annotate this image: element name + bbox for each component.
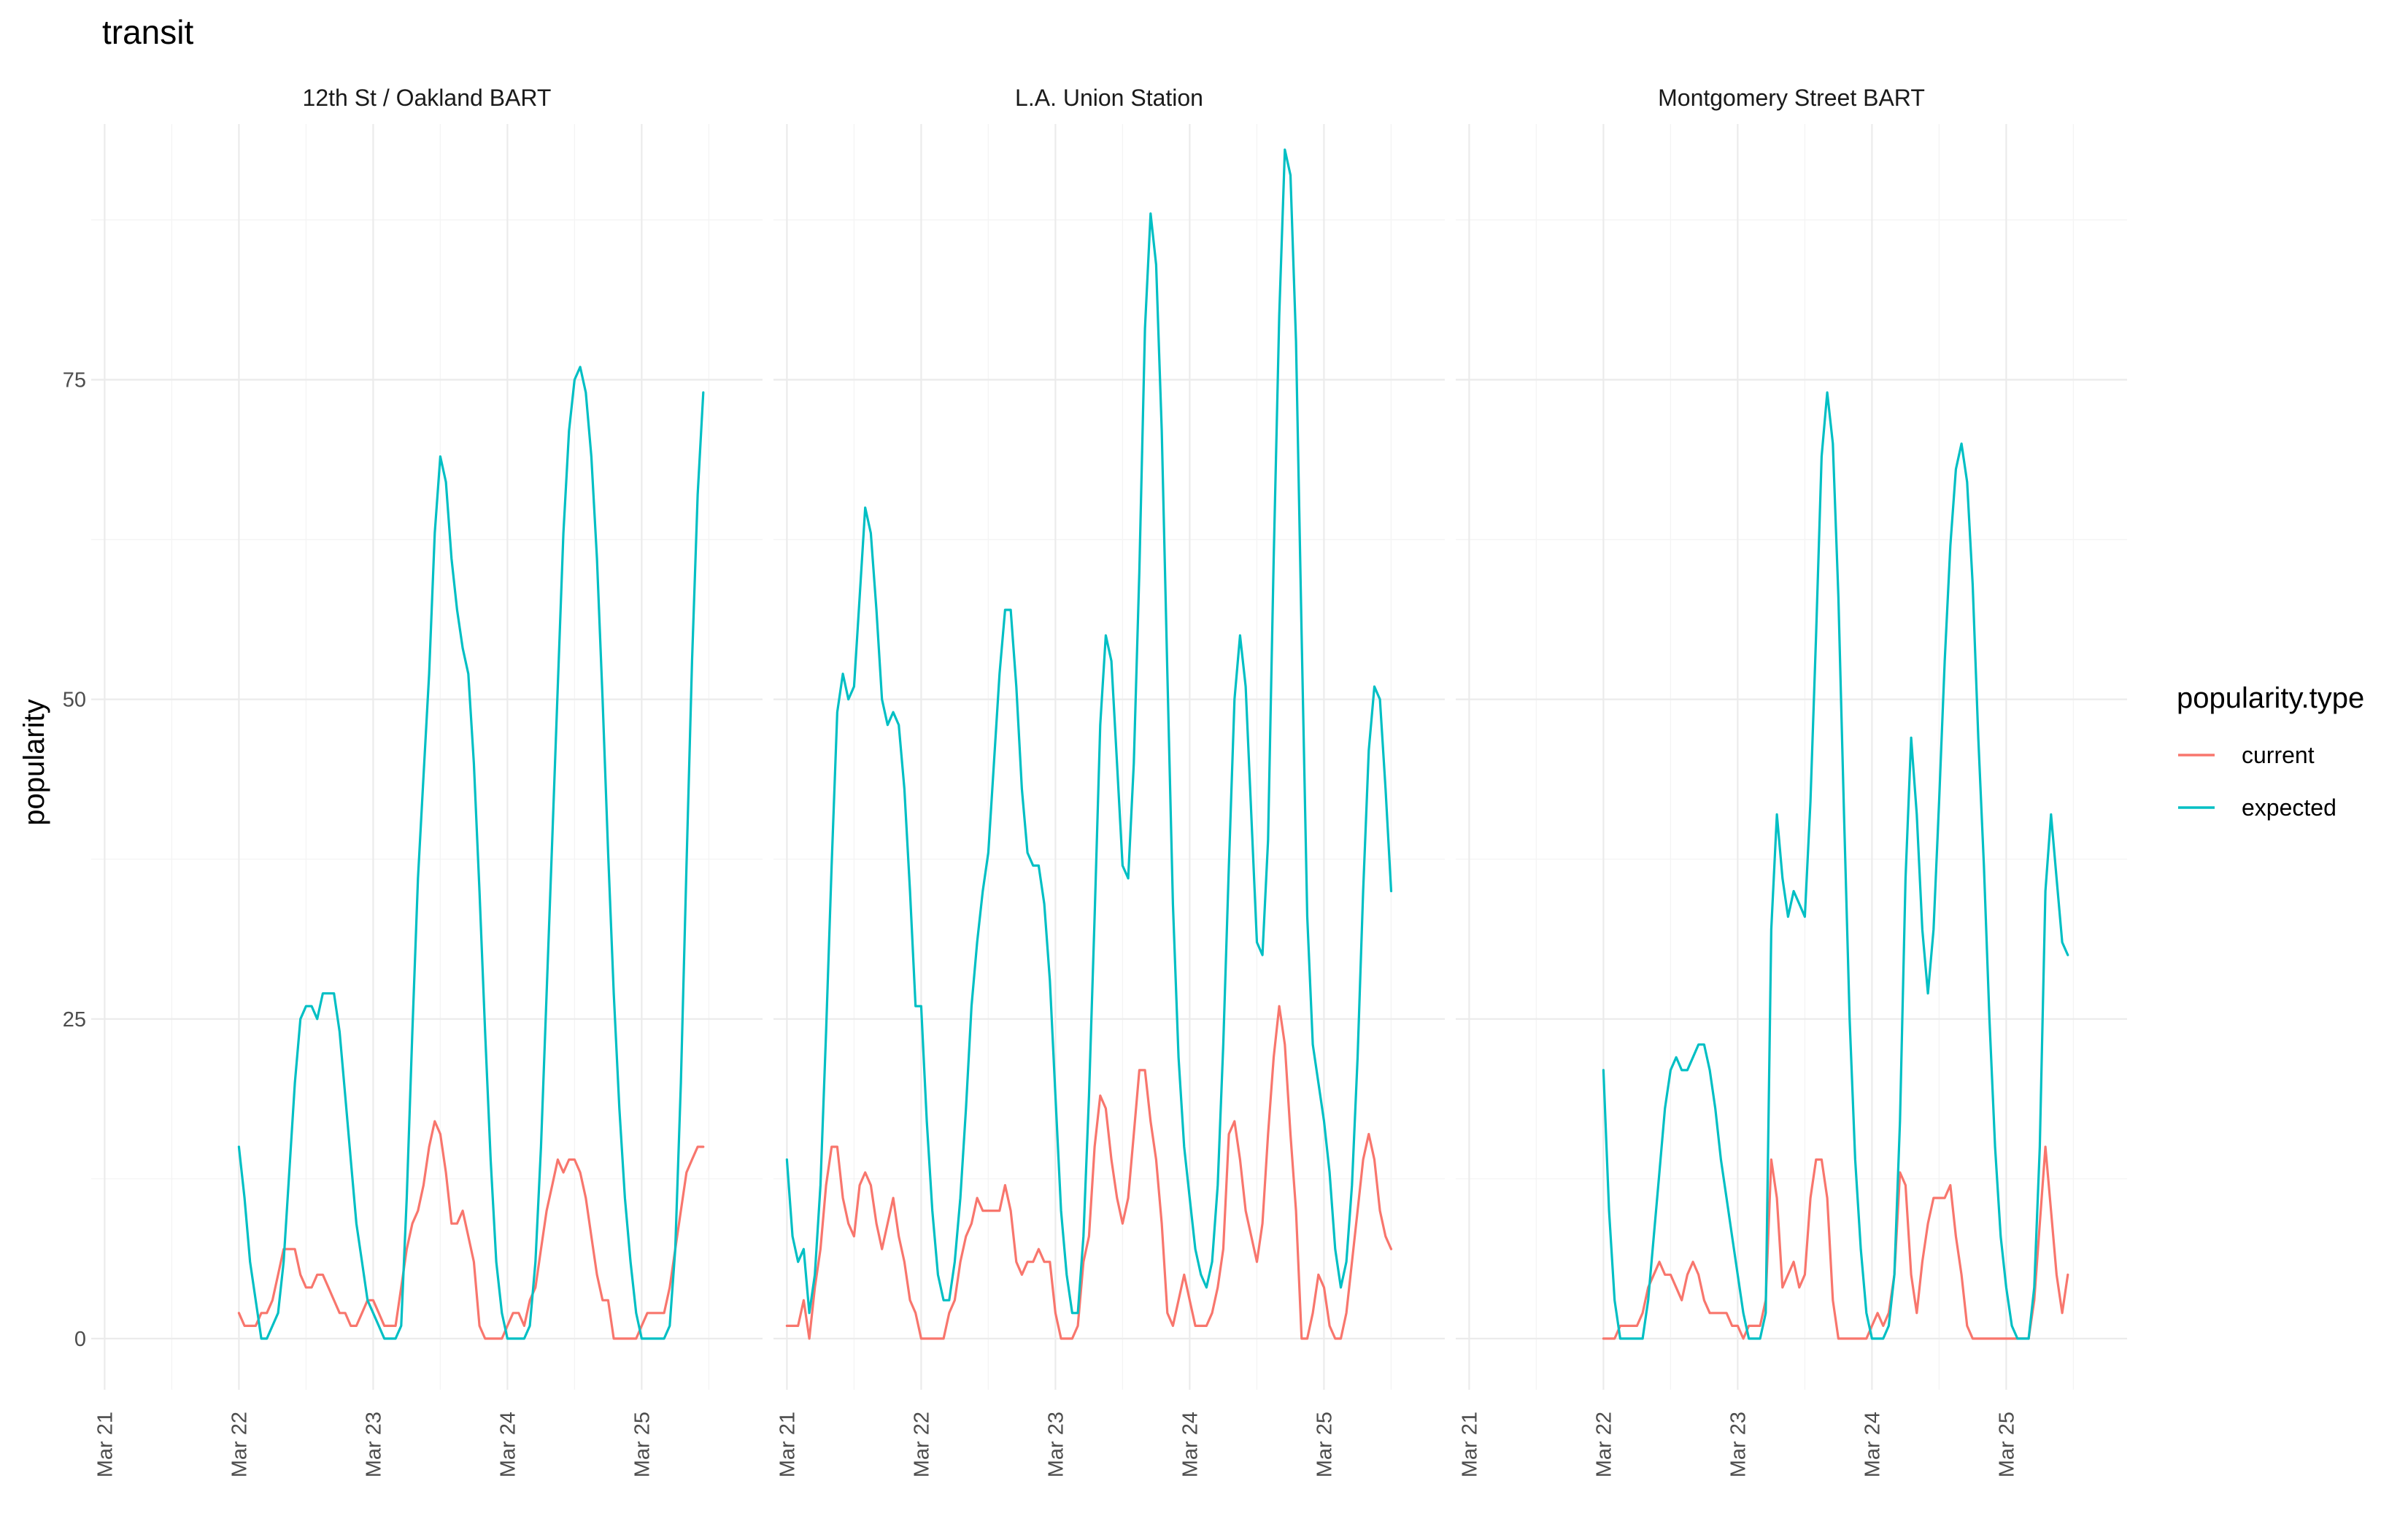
legend-label-expected: expected [2242,794,2336,821]
facet-panels: 12th St / Oakland BART Mar 21 Mar 22 Mar 23… [63,85,2127,1477]
series-line-current [237,1120,705,1340]
y-tick-label: 75 [63,369,86,392]
facet-panel: L.A. Union Station Mar 21 Mar 22 Mar 23 Mar … [773,85,1445,1477]
chart-title: transit [102,13,193,51]
legend: popularity.type current expected [2177,682,2364,821]
facet-strip-label: L.A. Union Station [1015,85,1203,111]
y-tick-label: 25 [63,1008,86,1032]
x-tick-label: Mar 23 [1726,1412,1750,1477]
x-tick-label: Mar 24 [1178,1412,1202,1477]
facet-strip-label: Montgomery Street BART [1658,85,1925,111]
x-tick-label: Mar 25 [630,1412,654,1477]
x-tick-label: Mar 22 [1592,1412,1616,1477]
x-tick-label: Mar 24 [1861,1412,1884,1477]
legend-label-current: current [2242,742,2315,768]
x-tick-label: Mar 22 [910,1412,933,1477]
x-tick-label: Mar 25 [1313,1412,1336,1477]
x-tick-label: Mar 22 [228,1412,251,1477]
x-tick-label: Mar 25 [1995,1412,2018,1477]
series-line-current [785,1005,1393,1340]
x-tick-label: Mar 21 [1458,1412,1481,1477]
y-tick-label: 0 [74,1328,86,1351]
facet-strip-label: 12th St / Oakland BART [303,85,552,111]
facet-panel: Montgomery Street BART Mar 21 Mar 22 Mar 23… [1456,85,2127,1477]
legend-title: popularity.type [2177,682,2364,714]
series-line-expected [1602,391,2069,1340]
series-line-expected [237,365,705,1340]
x-tick-label: Mar 21 [776,1412,799,1477]
y-tick-label: 50 [63,689,86,712]
y-axis-title: popularity [18,699,50,825]
series-line-current [1602,1145,2069,1340]
facet-panel: 12th St / Oakland BART Mar 21 Mar 22 Mar 23… [63,85,763,1477]
series-line-expected [785,148,1393,1315]
x-tick-label: Mar 21 [93,1412,117,1477]
x-tick-label: Mar 23 [362,1412,385,1477]
x-tick-label: Mar 23 [1044,1412,1068,1477]
x-tick-label: Mar 24 [496,1412,520,1477]
